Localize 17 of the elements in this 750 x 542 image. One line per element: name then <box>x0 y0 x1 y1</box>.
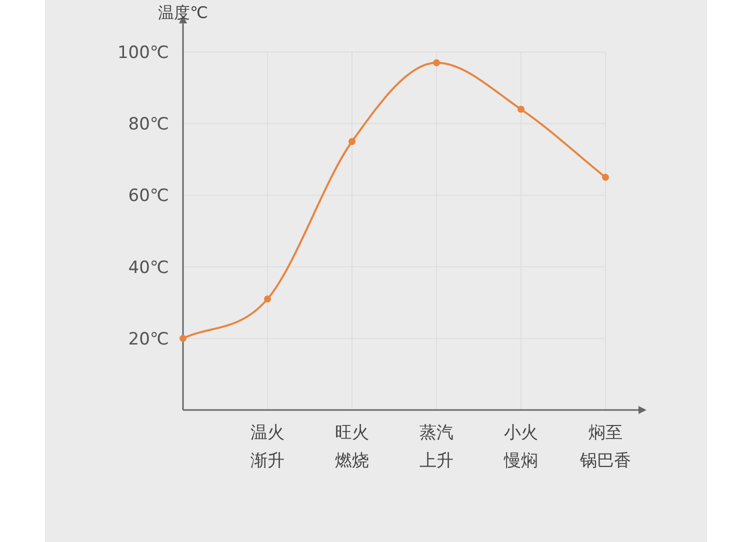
point <box>602 174 609 181</box>
point <box>348 138 356 145</box>
x-tick-label: 温火渐升 <box>250 423 284 471</box>
point <box>433 59 440 66</box>
x-tick-label: 小火慢焖 <box>503 423 538 471</box>
x-tick-label: 旺火燃烧 <box>335 423 369 471</box>
y-tick-label: 80℃ <box>128 114 169 135</box>
x-tick-label: 蒸汽上升 <box>420 423 454 471</box>
x-tick-label: 焖至锅巴香 <box>579 423 631 471</box>
point <box>180 334 186 342</box>
y-tick-label: 100℃ <box>117 43 169 63</box>
y-tick-label: 40℃ <box>128 258 169 278</box>
y-tick-label: 20℃ <box>128 329 169 350</box>
y-axis-title: 温度℃ <box>158 3 208 22</box>
y-tick-label: 60℃ <box>128 186 169 206</box>
point <box>518 106 524 113</box>
point <box>264 296 271 303</box>
